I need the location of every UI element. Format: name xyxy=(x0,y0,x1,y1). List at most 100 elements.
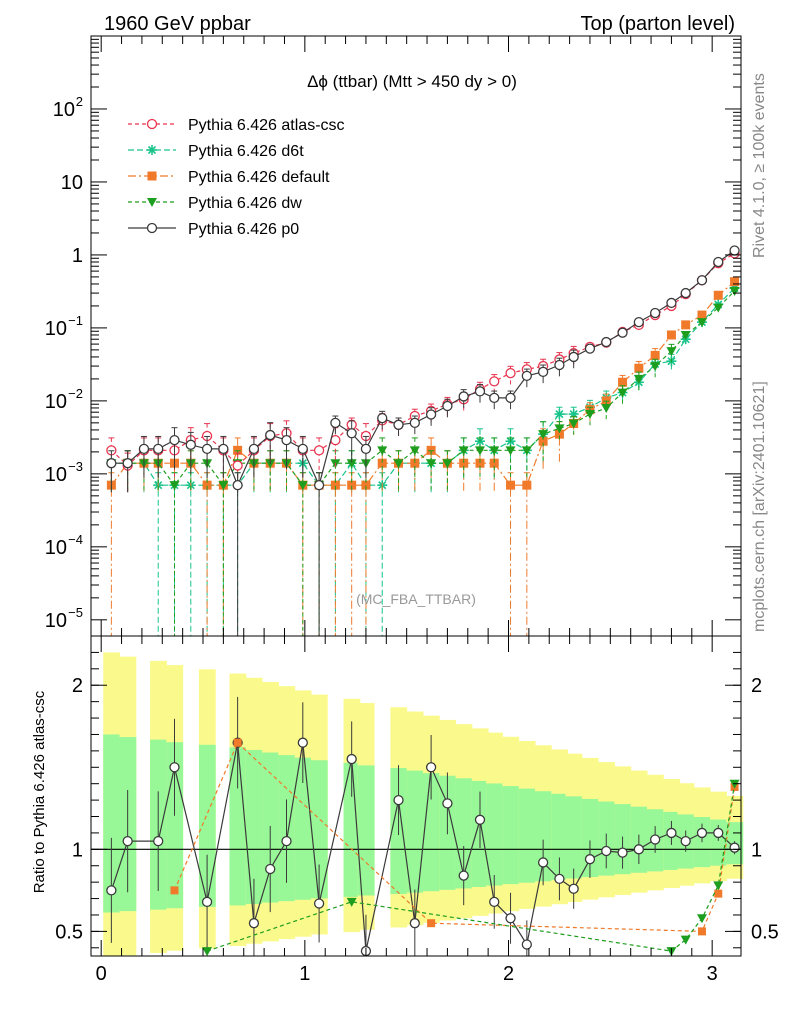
data-point xyxy=(554,429,564,439)
y-tick-label: 10 xyxy=(53,99,75,121)
ratio-y-tick-label: 1 xyxy=(72,839,83,861)
side-mcplots-label: mcplots.cern.ch [arXiv:2401.10621] xyxy=(751,381,768,632)
y-tick-label: 10 xyxy=(45,464,67,486)
data-point xyxy=(474,446,485,456)
ratio-point xyxy=(554,873,565,885)
ratio-point xyxy=(617,847,628,858)
y-tick-label: 10 xyxy=(45,610,67,632)
data-point xyxy=(347,480,357,490)
data-point xyxy=(618,377,628,387)
data-point xyxy=(537,366,549,377)
ratio-point xyxy=(521,939,532,950)
data-point xyxy=(521,446,532,456)
data-point xyxy=(330,480,340,490)
ratio-point xyxy=(409,918,420,929)
data-point xyxy=(568,351,579,363)
data-point xyxy=(729,287,740,297)
y-tick-label: 10 xyxy=(45,318,67,340)
ratio-point xyxy=(297,737,308,748)
legend-label: Pythia 6.426 atlas-csc xyxy=(188,117,345,134)
series-line-atlas_csc xyxy=(110,252,735,467)
band-inner xyxy=(406,770,424,893)
band-inner xyxy=(502,786,520,885)
data-point xyxy=(666,330,676,340)
data-point xyxy=(377,412,388,424)
band-inner xyxy=(551,793,569,880)
chart-title: Δϕ (ttbar) (Mtt > 450 dy > 0) xyxy=(307,72,517,91)
ratio-point xyxy=(474,814,486,825)
ratio-y-tick-label-right: 0.5 xyxy=(751,921,779,943)
data-point xyxy=(281,434,292,446)
legend-marker xyxy=(147,171,157,181)
legend: Pythia 6.426 atlas-csc Pythia 6.426 d6t Py… xyxy=(128,117,345,238)
ratio-axes: 0.5 0.5 1 1 2 2 0 1 2 3 xyxy=(55,636,779,985)
ratio-point xyxy=(425,762,437,773)
ratio-point xyxy=(248,918,260,929)
data-point xyxy=(265,429,276,441)
series-p0 xyxy=(106,245,740,636)
ratio-point xyxy=(346,897,357,907)
x-tick-label: 1 xyxy=(299,963,310,985)
ratio-point xyxy=(346,753,357,765)
ratio-point xyxy=(696,827,708,839)
ratio-point xyxy=(281,835,292,847)
data-point xyxy=(522,480,532,490)
star-stroke xyxy=(555,409,564,419)
data-point xyxy=(489,376,500,387)
data-point xyxy=(393,419,404,430)
band-inner xyxy=(486,783,503,886)
data-point xyxy=(696,318,707,328)
data-point xyxy=(617,388,628,398)
data-point xyxy=(489,392,500,404)
data-point xyxy=(218,481,229,491)
series-line-p0 xyxy=(111,250,735,487)
legend-item-dw: Pythia 6.426 dw xyxy=(128,195,302,212)
data-point xyxy=(730,277,740,287)
ratio-point xyxy=(713,881,724,891)
ratio-point xyxy=(122,835,133,847)
ratio-point xyxy=(680,835,691,847)
data-point xyxy=(409,446,420,456)
data-point xyxy=(218,443,229,455)
ratio-point xyxy=(106,885,117,896)
ratio-y-tick-label-right: 2 xyxy=(751,675,762,697)
ratio-point xyxy=(568,883,579,894)
ratio-point xyxy=(601,845,612,857)
star-stroke xyxy=(147,145,157,155)
band-inner xyxy=(198,744,216,907)
ratio-point xyxy=(489,896,500,907)
data-point xyxy=(346,459,357,469)
data-point xyxy=(681,320,691,330)
ratio-point xyxy=(714,889,723,898)
data-point xyxy=(232,480,243,491)
y-tick-label: 10 xyxy=(45,537,67,559)
data-point xyxy=(506,480,516,490)
data-point xyxy=(122,458,133,469)
data-point xyxy=(153,443,164,455)
data-point xyxy=(538,436,548,446)
data-point xyxy=(554,359,565,371)
band-inner xyxy=(357,765,375,896)
data-point xyxy=(489,458,499,468)
legend-label: Pythia 6.426 default xyxy=(188,169,330,186)
data-point xyxy=(138,443,150,455)
ratio-point xyxy=(633,844,644,855)
band-inner xyxy=(534,791,552,882)
header-left: 1960 GeV ppbar xyxy=(104,13,251,35)
series-atlas_csc xyxy=(106,248,740,495)
legend-item-atlas_csc: Pythia 6.426 atlas-csc xyxy=(128,117,345,134)
data-point xyxy=(248,443,260,455)
legend-item-d6t: Pythia 6.426 d6t xyxy=(128,143,304,160)
data-point xyxy=(538,430,549,440)
series-line-dw xyxy=(111,290,736,487)
data-point xyxy=(459,458,469,468)
data-point xyxy=(633,374,644,384)
ratio-series-p0 xyxy=(106,696,740,957)
data-point xyxy=(617,327,628,338)
band-inner xyxy=(518,788,536,883)
ratio-point xyxy=(169,762,180,773)
ratio-point xyxy=(458,870,469,881)
legend-label: Pythia 6.426 d6t xyxy=(188,143,304,160)
data-point xyxy=(666,347,677,357)
ratio-point xyxy=(713,827,724,839)
